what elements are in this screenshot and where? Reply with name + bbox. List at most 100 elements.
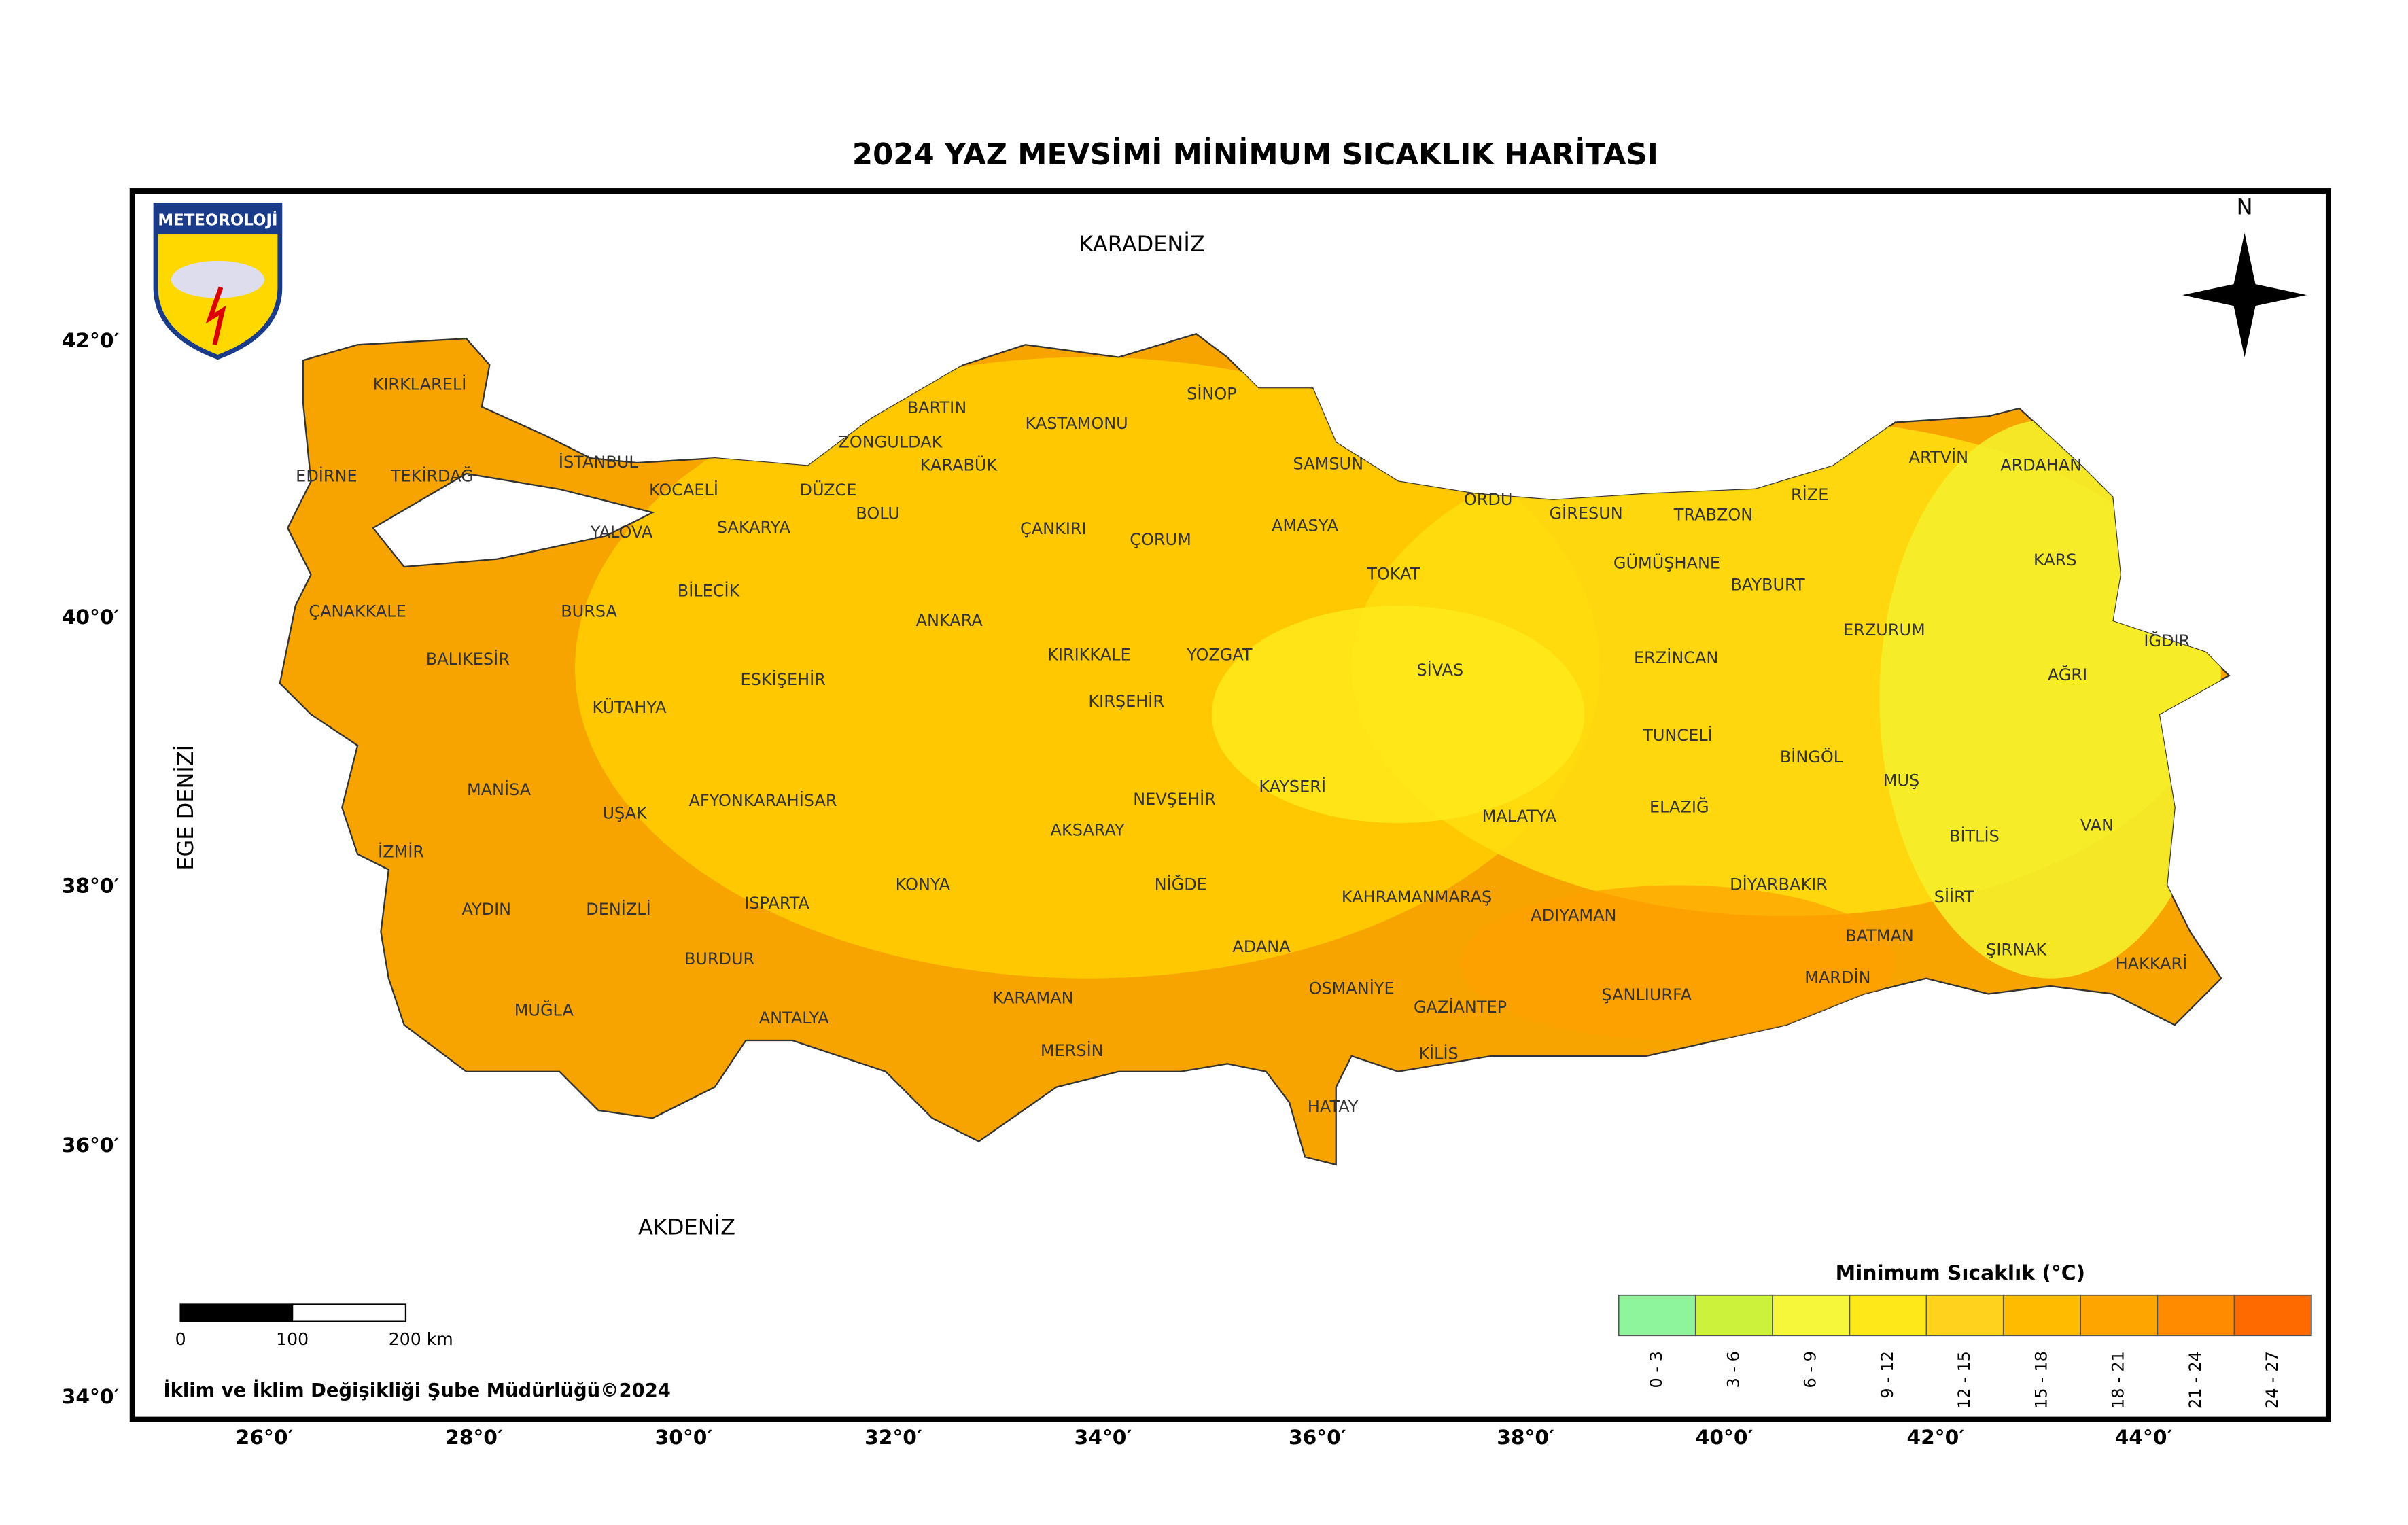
legend-swatch [1694,1294,1774,1337]
province-label: ANTALYA [759,1009,830,1028]
province-label: BATMAN [1845,926,1914,945]
province-label: AKSARAY [1051,821,1125,840]
province-label: SAKARYA [717,518,791,537]
province-label: TEKİRDAĞ [390,466,474,486]
province-label: AFYONKARAHİSAR [689,790,837,810]
latitude-label: 36°0′ [62,1134,120,1157]
province-label: GİRESUN [1550,503,1623,523]
province-label: SAMSUN [1293,454,1364,473]
province-label: TOKAT [1366,564,1420,583]
province-label: BALIKESİR [426,649,510,669]
province-label: HATAY [1308,1097,1359,1116]
province-label: ÇANAKKALE [309,601,406,620]
province-label: DİYARBAKIR [1730,875,1828,894]
province-label: SİVAS [1416,660,1463,680]
province-label: KİLİS [1418,1044,1458,1064]
province-label: GAZİANTEP [1414,997,1507,1017]
province-label: BİNGÖL [1780,747,1843,767]
province-label: SİİRT [1934,887,1974,907]
province-label: BAYBURT [1730,575,1805,594]
province-label: ESKİŞEHİR [741,669,826,689]
longitude-label: 26°0′ [236,1426,294,1450]
province-label: ÇANKIRI [1020,519,1087,538]
legend-swatch [2157,1294,2235,1337]
province-label: YOZGAT [1186,645,1253,664]
legend-swatch [1772,1294,1851,1337]
province-label: KARS [2034,550,2077,569]
province-label: ŞANLIURFA [1601,985,1692,1004]
legend-label: 15 - 18 [2031,1351,2051,1409]
province-label: İSTANBUL [559,452,638,472]
province-label: KOCAELİ [649,480,718,499]
longitude-label: 42°0′ [1906,1426,1964,1450]
scale-label: 100 [276,1329,309,1349]
province-label: ZONGULDAK [838,432,943,451]
province-label: HAKKARİ [2116,953,2188,973]
logo-text: METEOROLOJİ [158,210,277,229]
province-label: MANİSA [467,779,531,799]
legend-swatch [1849,1294,1927,1337]
sea-label: EGE DENİZİ [173,745,198,871]
province-label: BURSA [561,601,617,620]
legend-label: 12 - 15 [1955,1351,1974,1409]
longitude-label: 40°0′ [1696,1426,1753,1450]
legend-swatch [1618,1294,1696,1337]
province-label: ANKARA [916,611,983,630]
legend-title: Minimum Sıcaklık (°C) [1836,1261,2086,1285]
province-label: KONYA [896,875,951,894]
legend-label: 6 - 9 [1801,1351,1820,1388]
province-label: EDİRNE [296,466,357,486]
credit: İklim ve İklim Değişikliği Şube Müdürlüğ… [163,1380,670,1401]
province-label: BARTIN [907,398,966,417]
province-label: MERSİN [1041,1040,1104,1060]
province-label: ÇORUM [1130,530,1191,549]
north-label: N [2237,194,2253,220]
legend-label: 9 - 12 [1878,1351,1897,1399]
latitude-label: 40°0′ [62,606,120,629]
province-label: KÜTAHYA [592,697,667,717]
province-label: GÜMÜŞHANE [1613,553,1720,573]
province-label: BİTLİS [1949,826,2000,846]
scale-bar: 0 100 200 km [175,1303,453,1349]
province-label: MARDİN [1804,968,1870,987]
logo: METEOROLOJİ [153,203,283,360]
longitude-label: 28°0′ [445,1426,503,1450]
latitude-label: 34°0′ [62,1385,120,1409]
sea-label: KARADENİZ [1079,231,1204,257]
latitude-label: 38°0′ [62,874,120,898]
legend-swatch [1925,1294,2004,1337]
province-label: KIRKLARELİ [373,374,467,394]
province-label: ISPARTA [744,894,809,913]
province-label: KAHRAMANMARAŞ [1342,888,1492,907]
province-label: MALATYA [1482,807,1557,826]
province-label: AĞRI [2048,664,2087,684]
legend-swatch [2002,1294,2081,1337]
legend-label: 0 - 3 [1647,1351,1666,1388]
scale-label: 200 km [389,1329,453,1349]
longitude-label: 32°0′ [865,1426,922,1450]
longitude-label: 30°0′ [655,1426,713,1450]
province-label: TUNCELİ [1642,725,1712,745]
province-label: İZMİR [378,842,424,862]
latitude-label: 42°0′ [62,329,120,353]
province-label: ORDU [1464,490,1513,509]
province-label: IĞDIR [2144,630,2190,650]
province-label: BURDUR [684,949,754,968]
province-label: YALOVA [590,523,653,542]
longitude-label: 44°0′ [2115,1426,2173,1450]
province-label: AMASYA [1272,516,1339,536]
province-label: DENİZLİ [586,899,651,919]
province-label: KIRŞEHİR [1088,691,1164,711]
longitude-label: 36°0′ [1289,1426,1346,1450]
legend-swatch [2233,1294,2312,1337]
legend-swatch [2080,1294,2159,1337]
province-label: RİZE [1791,485,1828,504]
province-label: KAYSERİ [1259,777,1326,796]
province-label: KASTAMONU [1026,414,1128,433]
province-label: SİNOP [1187,383,1237,403]
province-label: MUĞLA [514,1000,574,1020]
province-label: OSMANİYE [1309,979,1395,998]
legend-label: 18 - 21 [2109,1351,2128,1409]
province-label: AYDIN [461,900,511,919]
